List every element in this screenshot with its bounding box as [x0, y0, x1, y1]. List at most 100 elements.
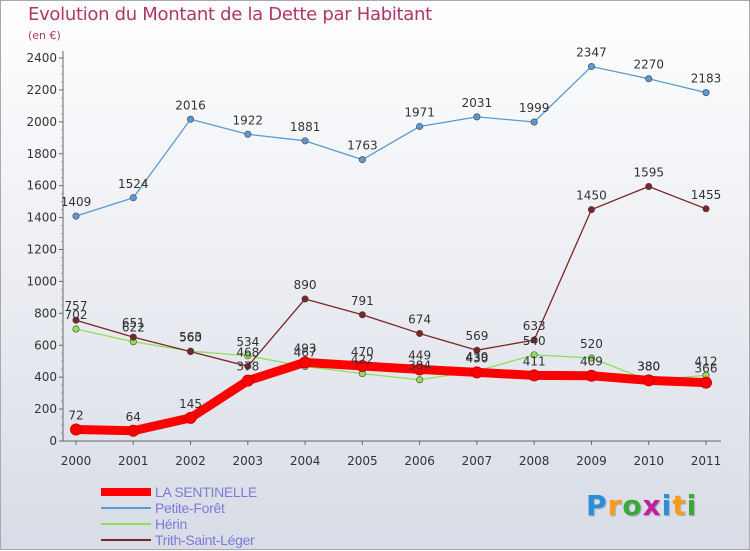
data-label: 1763: [347, 139, 378, 153]
data-label: 1922: [233, 113, 264, 127]
data-point: [244, 352, 252, 360]
data-label: 439: [465, 350, 488, 364]
data-label: 890: [294, 278, 317, 292]
data-point: [187, 115, 195, 123]
x-tick-label: 2002: [175, 454, 206, 468]
data-point: [129, 333, 137, 341]
data-point: [72, 325, 80, 333]
data-point: [473, 113, 481, 121]
data-point: [244, 130, 252, 138]
data-label: 467: [294, 345, 317, 359]
data-label: 470: [351, 345, 374, 359]
data-point: [416, 376, 424, 384]
data-point: [129, 194, 137, 202]
data-label: 622: [122, 321, 145, 335]
legend-swatch: [101, 523, 151, 525]
data-point: [645, 75, 653, 83]
data-label: 1524: [118, 177, 149, 191]
proxiti-logo: Proxiti: [586, 489, 697, 522]
data-point: [416, 122, 424, 130]
data-label: 2016: [175, 98, 206, 112]
x-tick-label: 2010: [633, 454, 664, 468]
data-label: 64: [126, 410, 141, 424]
x-tick-label: 2011: [691, 454, 722, 468]
data-label: 1409: [61, 195, 92, 209]
data-label: 409: [580, 355, 603, 369]
legend-label: Hérin: [155, 516, 187, 532]
data-label: 520: [580, 337, 603, 351]
y-tick-label: 1000: [26, 274, 57, 288]
data-point: [587, 206, 595, 214]
x-tick-label: 2003: [233, 454, 264, 468]
data-label: 791: [351, 294, 374, 308]
y-tick-label: 600: [34, 338, 57, 352]
series-line: [75, 65, 707, 217]
data-label: 380: [637, 359, 660, 373]
data-label: 422: [351, 353, 374, 367]
data-point: [356, 359, 369, 372]
data-point: [530, 351, 538, 359]
data-point: [528, 369, 541, 382]
data-label: 702: [65, 308, 88, 322]
data-label: 2031: [462, 96, 493, 110]
data-label: 2270: [633, 58, 664, 72]
data-point: [301, 295, 309, 303]
data-point: [72, 212, 80, 220]
logo-letter: i: [661, 489, 673, 522]
data-label: 540: [523, 334, 546, 348]
data-label: 1455: [691, 188, 722, 202]
series-line: [75, 328, 707, 382]
chart-subtitle: (en €): [28, 29, 61, 42]
data-point: [70, 423, 82, 436]
data-point: [587, 62, 595, 70]
x-tick-label: 2004: [290, 454, 321, 468]
data-point: [413, 363, 426, 376]
data-label: 380: [637, 359, 660, 373]
data-label: 2183: [691, 72, 722, 86]
legend-label: LA SENTINELLE: [155, 484, 257, 500]
data-point: [187, 348, 195, 356]
data-label: 560: [179, 331, 202, 345]
data-label: 412: [695, 354, 718, 368]
data-point: [700, 376, 712, 389]
series-line: [71, 357, 711, 436]
data-label: 674: [408, 312, 431, 326]
legend-swatch: [101, 539, 151, 541]
logo-letter: x: [642, 489, 662, 522]
data-label: 449: [408, 348, 431, 362]
logo-letter: i: [686, 489, 698, 522]
x-tick-label: 2007: [462, 454, 493, 468]
data-label: 468: [236, 345, 259, 359]
y-tick-label: 1200: [26, 243, 57, 257]
y-tick-label: 400: [34, 370, 57, 384]
data-point: [244, 362, 252, 370]
data-point: [530, 118, 538, 126]
x-tick-label: 2005: [347, 454, 378, 468]
data-label: 1595: [633, 165, 664, 179]
data-point: [585, 369, 598, 382]
y-tick-label: 2400: [26, 51, 57, 65]
y-tick-label: 200: [34, 402, 57, 416]
data-point: [530, 336, 538, 344]
data-label: 72: [68, 409, 83, 423]
data-point: [127, 424, 140, 437]
data-point: [241, 374, 254, 387]
data-label: 2347: [576, 45, 607, 59]
logo-letter: t: [672, 489, 687, 522]
data-label: 493: [294, 341, 317, 355]
data-point: [184, 411, 197, 424]
data-label: 633: [523, 319, 546, 333]
data-label: 1881: [290, 120, 321, 134]
data-point: [72, 316, 80, 324]
data-label: 1450: [576, 189, 607, 203]
data-point: [587, 354, 595, 362]
x-tick-label: 2009: [576, 454, 607, 468]
data-point: [358, 156, 366, 164]
y-tick-label: 2200: [26, 83, 57, 97]
data-point: [645, 182, 653, 190]
data-label: 145: [179, 397, 202, 411]
data-label: 378: [236, 360, 259, 374]
data-label: 757: [65, 299, 88, 313]
data-label: 411: [523, 354, 546, 368]
